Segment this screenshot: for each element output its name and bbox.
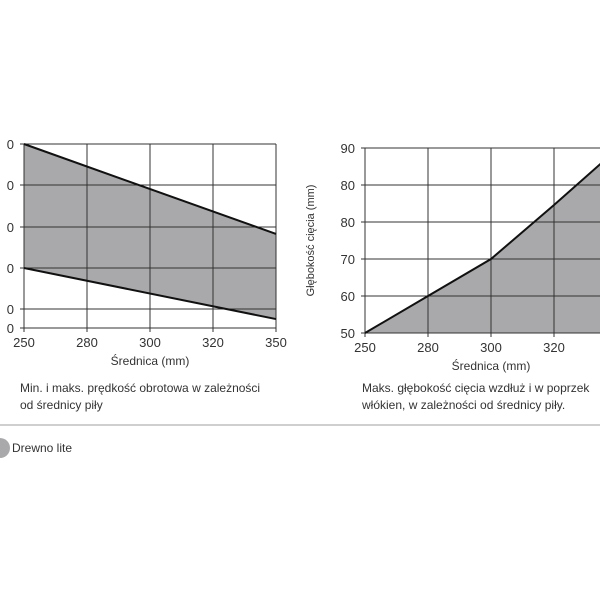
x-tick-label: 320 — [202, 335, 224, 350]
x-axis-label: Średnica (mm) — [111, 353, 190, 368]
y-tick-label: 0 — [7, 137, 14, 152]
y-tick-label: 80 — [341, 178, 355, 193]
divider — [0, 424, 600, 426]
y-axis-label: Głębokość cięcia (mm) — [305, 185, 317, 297]
x-tick-label: 280 — [76, 335, 98, 350]
x-tick-label: 320 — [543, 340, 565, 355]
chart-area-fill — [365, 164, 600, 333]
x-axis-label: Średnica (mm) — [452, 358, 531, 373]
y-tick-label: 80 — [341, 215, 355, 230]
caption-line: Min. i maks. prędkość obrotowa w zależno… — [20, 381, 261, 395]
series-line — [23, 267, 277, 321]
caption-line: włókien, w zależności od średnicy piły. — [362, 398, 566, 412]
x-tick-label: 250 — [354, 340, 376, 355]
x-tick-label: 350 — [265, 335, 287, 350]
y-tick-label: 0 — [7, 178, 14, 193]
series-line — [364, 162, 600, 334]
y-tick-label: 50 — [341, 326, 355, 341]
y-tick-label: 0 — [7, 302, 14, 317]
y-tick-label: 90 — [341, 141, 355, 156]
x-tick-label: 300 — [139, 335, 161, 350]
right-chart-caption: Maks. głębokość cięcia wzdłuż i w poprze… — [362, 380, 589, 414]
legend-label: Drewno lite — [12, 441, 73, 455]
legend-swatch-icon — [0, 438, 10, 458]
series-line — [23, 143, 277, 235]
y-tick-label: 60 — [341, 289, 355, 304]
y-tick-label: 0 — [7, 321, 14, 336]
caption-line: od średnicy piły — [20, 398, 103, 412]
y-tick-label: 0 — [7, 261, 14, 276]
caption-line: Maks. głębokość cięcia wzdłuż i w poprze… — [362, 381, 590, 395]
y-tick-label: 0 — [7, 220, 14, 235]
x-tick-label: 300 — [480, 340, 502, 355]
left-chart-caption: Min. i maks. prędkość obrotowa w zależno… — [20, 380, 260, 414]
y-tick-label: 70 — [341, 252, 355, 267]
x-tick-label: 250 — [13, 335, 35, 350]
x-tick-label: 280 — [417, 340, 439, 355]
